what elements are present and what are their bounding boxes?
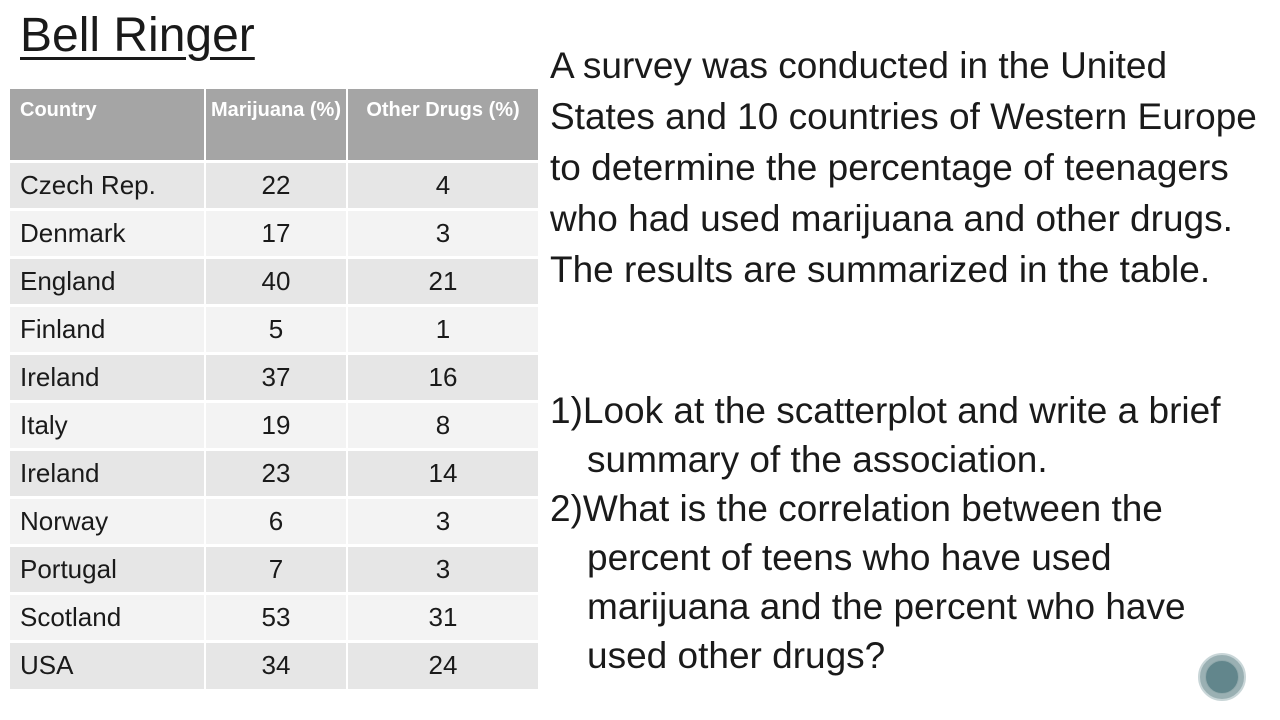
table-row: England 40 21	[10, 255, 538, 305]
table-row: Norway 6 3	[10, 495, 538, 545]
country-cell: Italy	[10, 399, 206, 449]
other-drugs-cell: 8	[347, 399, 538, 449]
marijuana-cell: 22	[205, 159, 348, 209]
other-drugs-cell: 4	[347, 159, 538, 209]
survey-description: A survey was conducted in the United Sta…	[550, 45, 1257, 290]
circle-nav-inner	[1205, 660, 1239, 694]
drug-use-table: Country Marijuana (%) Other Drugs (%) Cz…	[10, 89, 538, 689]
header-other-drugs: Other Drugs (%)	[347, 89, 538, 161]
country-cell: Norway	[10, 495, 206, 545]
marijuana-cell: 40	[205, 255, 348, 305]
marijuana-cell: 53	[205, 591, 348, 641]
circle-nav-icon[interactable]	[1198, 653, 1246, 701]
country-cell: England	[10, 255, 206, 305]
country-cell: Czech Rep.	[10, 159, 206, 209]
country-cell: Portugal	[10, 543, 206, 593]
marijuana-cell: 23	[205, 447, 348, 497]
country-cell: Scotland	[10, 591, 206, 641]
country-cell: Denmark	[10, 207, 206, 257]
other-drugs-cell: 3	[347, 543, 538, 593]
question-list: 1)Look at the scatterplot and write a br…	[550, 386, 1270, 680]
marijuana-cell: 6	[205, 495, 348, 545]
country-cell: Ireland	[10, 351, 206, 401]
table-row: Italy 19 8	[10, 399, 538, 449]
other-drugs-cell: 31	[347, 591, 538, 641]
marijuana-cell: 37	[205, 351, 348, 401]
table-row: Ireland 37 16	[10, 351, 538, 401]
table-row: Scotland 53 31	[10, 591, 538, 641]
country-cell: Finland	[10, 303, 206, 353]
other-drugs-cell: 24	[347, 639, 538, 689]
table-row: Portugal 7 3	[10, 543, 538, 593]
table-row: Ireland 23 14	[10, 447, 538, 497]
question-item: 2)What is the correlation between the pe…	[550, 488, 1186, 676]
table-row: Finland 5 1	[10, 303, 538, 353]
slide-title: Bell Ringer	[20, 9, 255, 62]
table-header-row: Country Marijuana (%) Other Drugs (%)	[10, 89, 538, 161]
country-cell: USA	[10, 639, 206, 689]
marijuana-cell: 34	[205, 639, 348, 689]
other-drugs-cell: 14	[347, 447, 538, 497]
header-marijuana: Marijuana (%)	[205, 89, 348, 161]
marijuana-cell: 5	[205, 303, 348, 353]
other-drugs-cell: 3	[347, 207, 538, 257]
table-row: Denmark 17 3	[10, 207, 538, 257]
other-drugs-cell: 3	[347, 495, 538, 545]
marijuana-cell: 7	[205, 543, 348, 593]
marijuana-cell: 19	[205, 399, 348, 449]
header-country: Country	[10, 89, 206, 161]
table-row: USA 34 24	[10, 639, 538, 689]
question-item: 1)Look at the scatterplot and write a br…	[550, 390, 1221, 480]
table-row: Czech Rep. 22 4	[10, 159, 538, 209]
other-drugs-cell: 1	[347, 303, 538, 353]
other-drugs-cell: 16	[347, 351, 538, 401]
marijuana-cell: 17	[205, 207, 348, 257]
other-drugs-cell: 21	[347, 255, 538, 305]
country-cell: Ireland	[10, 447, 206, 497]
